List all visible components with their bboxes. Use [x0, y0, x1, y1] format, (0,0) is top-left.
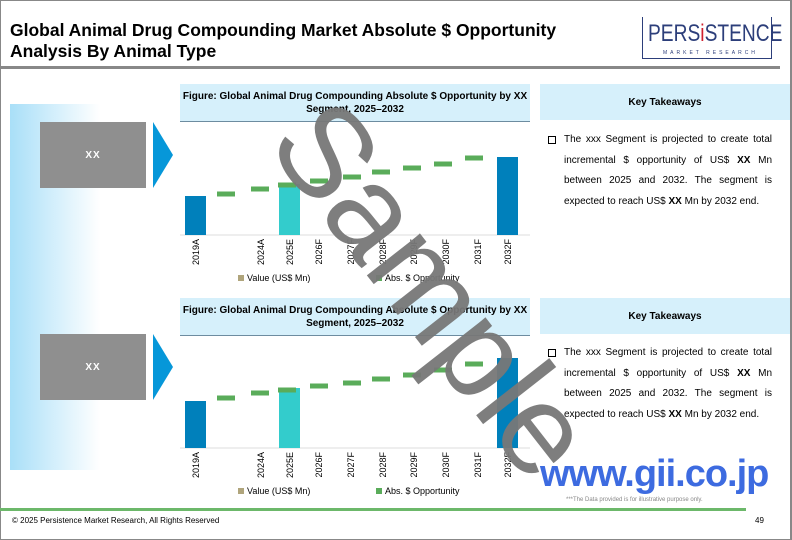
- tick-label: 2019A: [191, 239, 201, 265]
- legend-value: Value (US$ Mn): [247, 273, 310, 283]
- tick-label: 2031F: [473, 239, 483, 265]
- tick-label: 2030F: [441, 239, 451, 265]
- tick-label: 2027F: [346, 239, 356, 265]
- takeaway-text-2: The xxx Segment is projected to create t…: [548, 343, 772, 425]
- arrow-icon: [153, 122, 173, 188]
- tick-label: 2024A: [256, 452, 266, 478]
- opportunity-dash: [217, 191, 235, 197]
- legend-opportunity-swatch: [376, 488, 382, 494]
- bar-2025E: [279, 388, 300, 448]
- tick-label: 2031F: [473, 452, 483, 478]
- opportunity-dash: [251, 390, 269, 396]
- opportunity-dash: [434, 367, 452, 373]
- legend-value-swatch: [238, 488, 244, 494]
- opportunity-dash: [310, 383, 328, 389]
- key-takeaways-title-2: Key Takeaways: [540, 298, 790, 334]
- legend-value-swatch: [238, 275, 244, 281]
- checkbox-bullet-icon: [548, 136, 556, 144]
- tick-label: 2024A: [256, 239, 266, 265]
- opportunity-dash: [343, 174, 361, 180]
- opportunity-dash: [310, 178, 328, 184]
- segment-box-2: XX: [40, 334, 146, 400]
- legend-opportunity: Abs. $ Opportunity: [385, 273, 460, 283]
- bar-2019A: [185, 401, 206, 448]
- key-takeaways-title-1: Key Takeaways: [540, 84, 790, 120]
- page-title: Global Animal Drug Compounding Market Ab…: [10, 20, 557, 61]
- header-divider: [0, 66, 780, 69]
- page-number: 49: [755, 516, 764, 525]
- chart-1: 2019A 2024A 2025E 2026F 2027F 2028F 2029F 2030F…: [180, 155, 530, 283]
- gii-watermark: www.gii.co.jp: [540, 453, 769, 495]
- takeaway-text-1: The xxx Segment is projected to create t…: [548, 130, 772, 212]
- tick-label: 2030F: [441, 452, 451, 478]
- tick-label: 2029F: [409, 452, 419, 478]
- opportunity-dash: [403, 165, 421, 171]
- arrow-icon: [153, 334, 173, 400]
- bar-2025E: [279, 184, 300, 235]
- tick-label: 2028F: [378, 452, 388, 478]
- tick-label: 2029F: [409, 239, 419, 265]
- opportunity-dash: [251, 186, 269, 192]
- tick-label: 2028F: [378, 239, 388, 265]
- figure-title-2: Figure: Global Animal Drug Compounding A…: [180, 298, 530, 336]
- opportunity-dash: [278, 182, 296, 188]
- opportunity-dash: [465, 361, 483, 367]
- tick-label: 2027F: [346, 452, 356, 478]
- footer-divider: [0, 508, 746, 511]
- bar-2032F: [497, 358, 518, 448]
- figure-title-1: Figure: Global Animal Drug Compounding A…: [180, 84, 530, 122]
- bar-2032F: [497, 157, 518, 235]
- tick-label: 2025E: [285, 452, 295, 478]
- legend-opportunity-swatch: [376, 275, 382, 281]
- opportunity-dash: [434, 161, 452, 167]
- legend-opportunity: Abs. $ Opportunity: [385, 486, 460, 496]
- opportunity-dash: [343, 380, 361, 386]
- tick-label: 2032F: [503, 452, 513, 478]
- opportunity-dash: [372, 376, 390, 382]
- opportunity-dash: [372, 169, 390, 175]
- opportunity-dash: [465, 155, 483, 161]
- tick-label: 2026F: [314, 452, 324, 478]
- checkbox-bullet-icon: [548, 349, 556, 357]
- tick-label: 2019A: [191, 452, 201, 478]
- bar-2019A: [185, 196, 206, 235]
- tick-label: 2025E: [285, 239, 295, 265]
- persistence-logo: PERSiSTENCE MARKET RESEARCH: [642, 17, 782, 59]
- copyright: © 2025 Persistence Market Research, All …: [12, 516, 220, 525]
- opportunity-dash: [403, 372, 421, 378]
- tick-label: 2026F: [314, 239, 324, 265]
- legend-value: Value (US$ Mn): [247, 486, 310, 496]
- chart-2: 2019A 2024A 2025E 2026F 2027F 2028F 2029F 2030F…: [180, 358, 530, 496]
- opportunity-dash: [217, 395, 235, 401]
- illustrative-note: ***The Data provided is for illustrative…: [566, 497, 703, 503]
- opportunity-dash: [278, 387, 296, 393]
- segment-box-1: XX: [40, 122, 146, 188]
- tick-label: 2032F: [503, 239, 513, 265]
